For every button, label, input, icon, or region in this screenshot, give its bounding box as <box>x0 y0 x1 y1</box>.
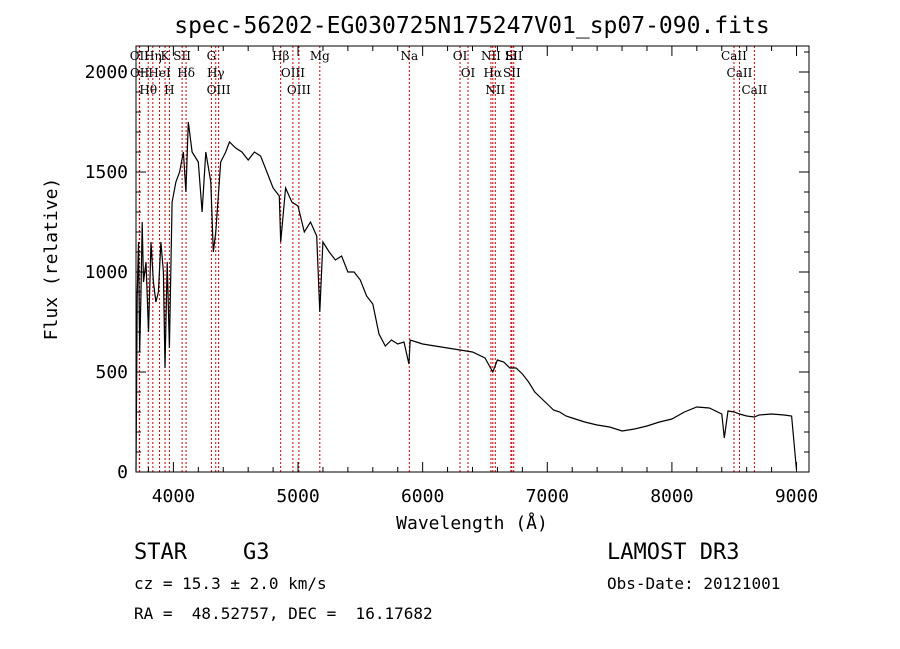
y-tick-label: 2000 <box>85 62 128 83</box>
x-tick-label: 7000 <box>526 486 569 507</box>
line-marker-label: Li <box>505 49 517 63</box>
chart-title: spec-56202-EG030725N175247V01_sp07-090.f… <box>174 13 769 39</box>
x-tick-label: 8000 <box>650 486 693 507</box>
line-marker-label: Hβ <box>272 49 289 63</box>
line-marker-label: CaII <box>721 49 747 63</box>
y-tick-label: 0 <box>117 462 128 483</box>
line-marker-label: NII <box>485 83 505 97</box>
line-marker-label: OII <box>130 66 150 80</box>
line-marker-label: Na <box>400 49 418 63</box>
line-marker-label: Hθ <box>139 83 157 97</box>
y-axis-label: Flux (relative) <box>41 178 62 341</box>
line-marker-label: SII <box>173 49 191 63</box>
line-marker-label: OI <box>461 66 476 80</box>
y-axis: 0 500 1000 1500 2000 <box>85 51 809 483</box>
line-markers <box>138 46 755 472</box>
x-tick-label: 5000 <box>276 486 319 507</box>
line-marker-label: OI <box>453 49 468 63</box>
line-marker-label: Hα <box>484 66 503 80</box>
line-marker-labels: OII OII Hθ Hη HeI K H SII Hδ G Hγ OIII Hβ OIII OIII Mg N… <box>130 49 768 97</box>
x-axis-label: Wavelength (Å) <box>396 512 548 534</box>
line-marker-label: G <box>207 49 217 63</box>
line-marker-label: H <box>164 83 174 97</box>
x-tick-label: 6000 <box>401 486 444 507</box>
y-tick-label: 1000 <box>85 262 128 283</box>
line-marker-label: OII <box>130 49 150 63</box>
line-marker-label: CaII <box>727 66 753 80</box>
redshift-text: cz = 15.3 ± 2.0 km/s <box>134 574 327 593</box>
line-marker-label: SII <box>505 49 523 63</box>
coordinates: RA = 48.52757, DEC = 16.17682 <box>134 604 433 623</box>
x-tick-label: 4000 <box>152 486 195 507</box>
object-subclass: G3 <box>243 540 270 565</box>
line-marker-label: Hδ <box>177 66 195 80</box>
x-axis: 4000 5000 6000 7000 8000 9000 <box>147 46 818 507</box>
spectrum-line <box>135 121 798 472</box>
line-marker-label: CaII <box>741 83 767 97</box>
line-marker-label: Hη <box>144 49 162 63</box>
line-marker-label: Mg <box>310 49 330 63</box>
x-tick-label: 9000 <box>775 486 818 507</box>
line-marker-label: OIII <box>287 83 311 97</box>
line-marker-label: K <box>161 49 171 63</box>
survey-name: LAMOST DR3 <box>607 540 740 565</box>
line-marker-label: Hγ <box>207 66 225 80</box>
y-tick-label: 1500 <box>85 162 128 183</box>
line-marker-label: HeI <box>148 66 171 80</box>
object-class: STAR <box>134 540 187 565</box>
line-marker-label: NII <box>481 49 501 63</box>
obs-date: Obs-Date: 20121001 <box>607 574 781 593</box>
line-marker-label: SII <box>503 66 521 80</box>
line-marker-label: OIII <box>281 66 305 80</box>
line-marker-label: OIII <box>207 83 231 97</box>
y-tick-label: 500 <box>95 362 128 383</box>
